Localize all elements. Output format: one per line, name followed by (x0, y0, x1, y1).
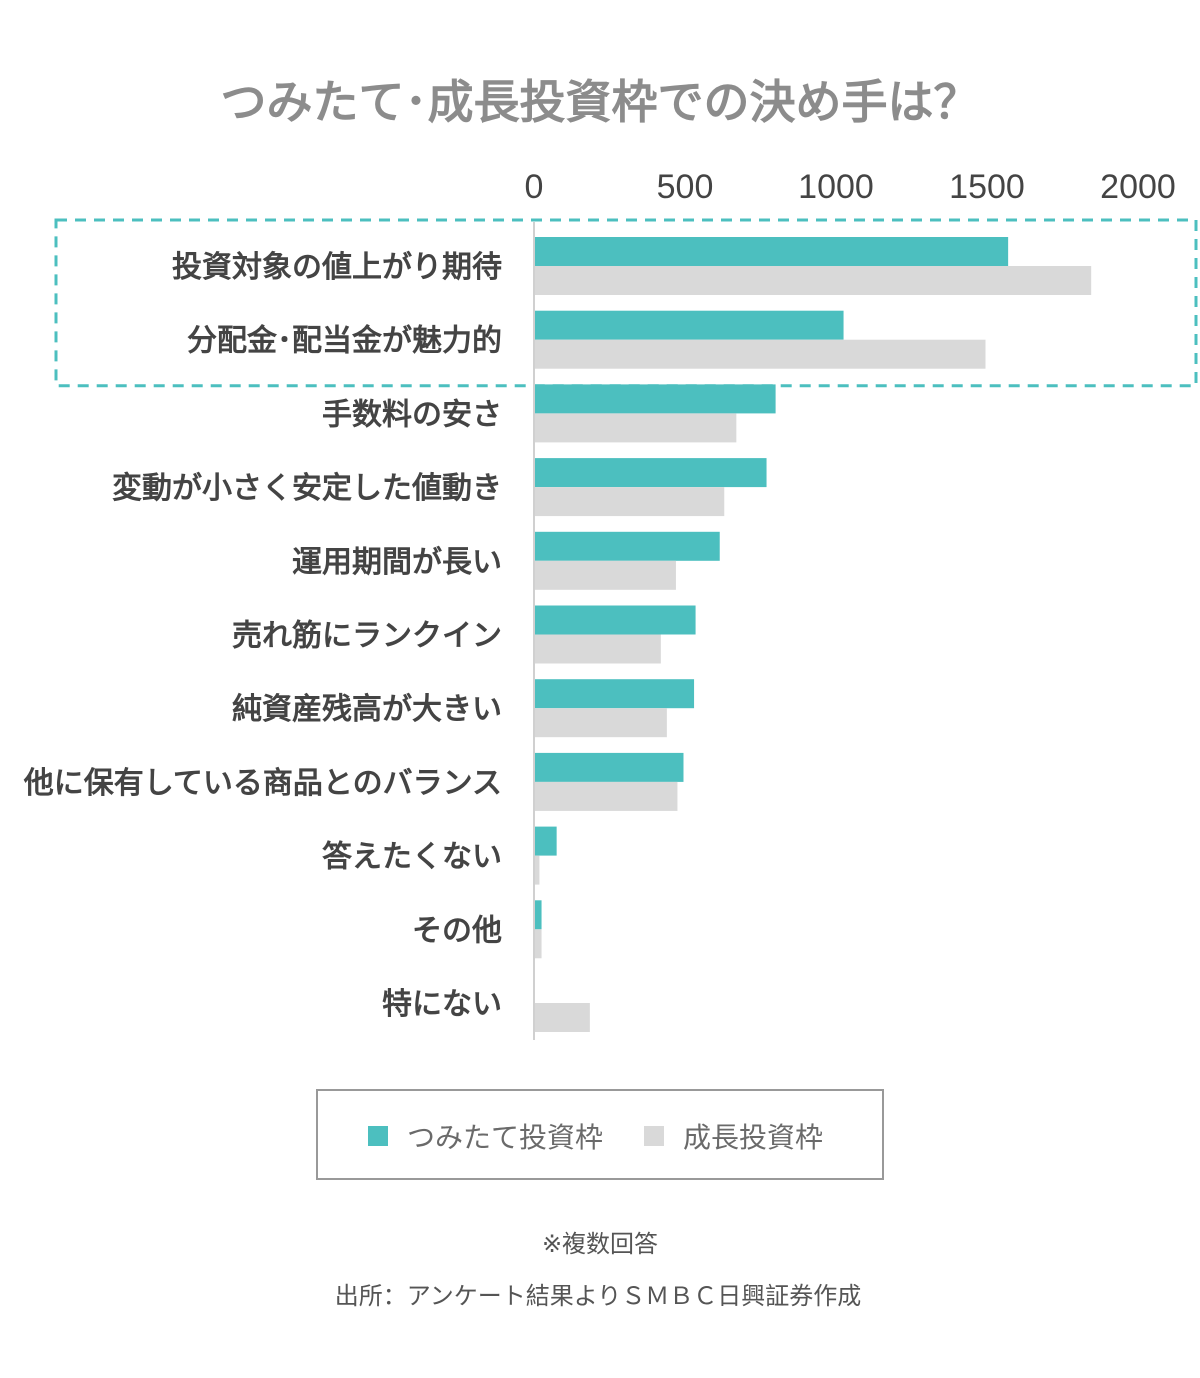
bar-tsumitate (534, 900, 542, 930)
category-label: 運用期間が長い (292, 545, 502, 580)
bars (534, 237, 1092, 1032)
bar-seicho (534, 339, 986, 369)
legend-swatch-seicho (644, 1126, 664, 1146)
category-label: 純資産残高が大きい (232, 692, 502, 727)
legend: つみたて投資枠 成長投資枠 (316, 1089, 884, 1180)
x-tick-label: 1000 (798, 168, 874, 206)
x-tick-label: 0 (525, 168, 544, 206)
legend-label-seicho: 成長投資枠 (683, 1121, 823, 1154)
category-label: 手数料の安さ (322, 397, 502, 432)
category-label: 特にない (382, 987, 502, 1022)
x-tick-label: 500 (657, 168, 714, 206)
x-tick-label: 1500 (949, 168, 1025, 206)
bar-tsumitate (534, 605, 696, 635)
category-label: 他に保有している商品とのバランス (23, 766, 502, 801)
x-tick-label: 2000 (1100, 168, 1176, 206)
legend-swatch-tsumitate (368, 1126, 388, 1146)
category-label: 売れ筋にランクイン (232, 619, 502, 654)
bar-seicho (534, 413, 737, 443)
bar-seicho (534, 929, 542, 959)
legend-box (316, 1089, 884, 1180)
bar-seicho (534, 634, 661, 664)
bar-seicho (534, 708, 667, 738)
bar-seicho (534, 266, 1092, 295)
bar-seicho (534, 781, 678, 811)
category-label: 答えたくない (322, 840, 502, 875)
multiple-answers-note: ※複数回答 (542, 1230, 658, 1258)
legend-label-tsumitate: つみたて投資枠 (407, 1121, 603, 1154)
bar-tsumitate (534, 237, 1009, 266)
category-label: 分配金･配当金が魅力的 (187, 324, 502, 359)
category-label: 変動が小さく安定した値動き (112, 471, 502, 506)
category-label: その他 (412, 913, 502, 948)
x-axis-ticks: 0 500 1000 1500 2000 (525, 168, 1176, 206)
category-label: 投資対象の値上がり期待 (172, 250, 502, 285)
category-labels: 投資対象の値上がり期待分配金･配当金が魅力的手数料の安さ変動が小さく安定した値動… (23, 250, 502, 1022)
bar-tsumitate (534, 458, 767, 488)
bar-seicho (534, 560, 676, 590)
bar-tsumitate (534, 384, 776, 414)
bar-seicho (534, 1003, 590, 1032)
bar-tsumitate (534, 679, 695, 709)
bar-tsumitate (534, 826, 557, 856)
bar-tsumitate (534, 752, 684, 782)
bar-seicho (534, 855, 540, 885)
highlight-box (54, 218, 1198, 388)
bar-tsumitate (534, 531, 720, 561)
bar-tsumitate (534, 310, 844, 340)
chart-title: つみたて･成長投資枠での決め手は？ (221, 75, 980, 129)
source-note: 出所：アンケート結果よりＳＭＢＣ日興証券作成 (335, 1282, 862, 1310)
bar-seicho (534, 487, 725, 517)
